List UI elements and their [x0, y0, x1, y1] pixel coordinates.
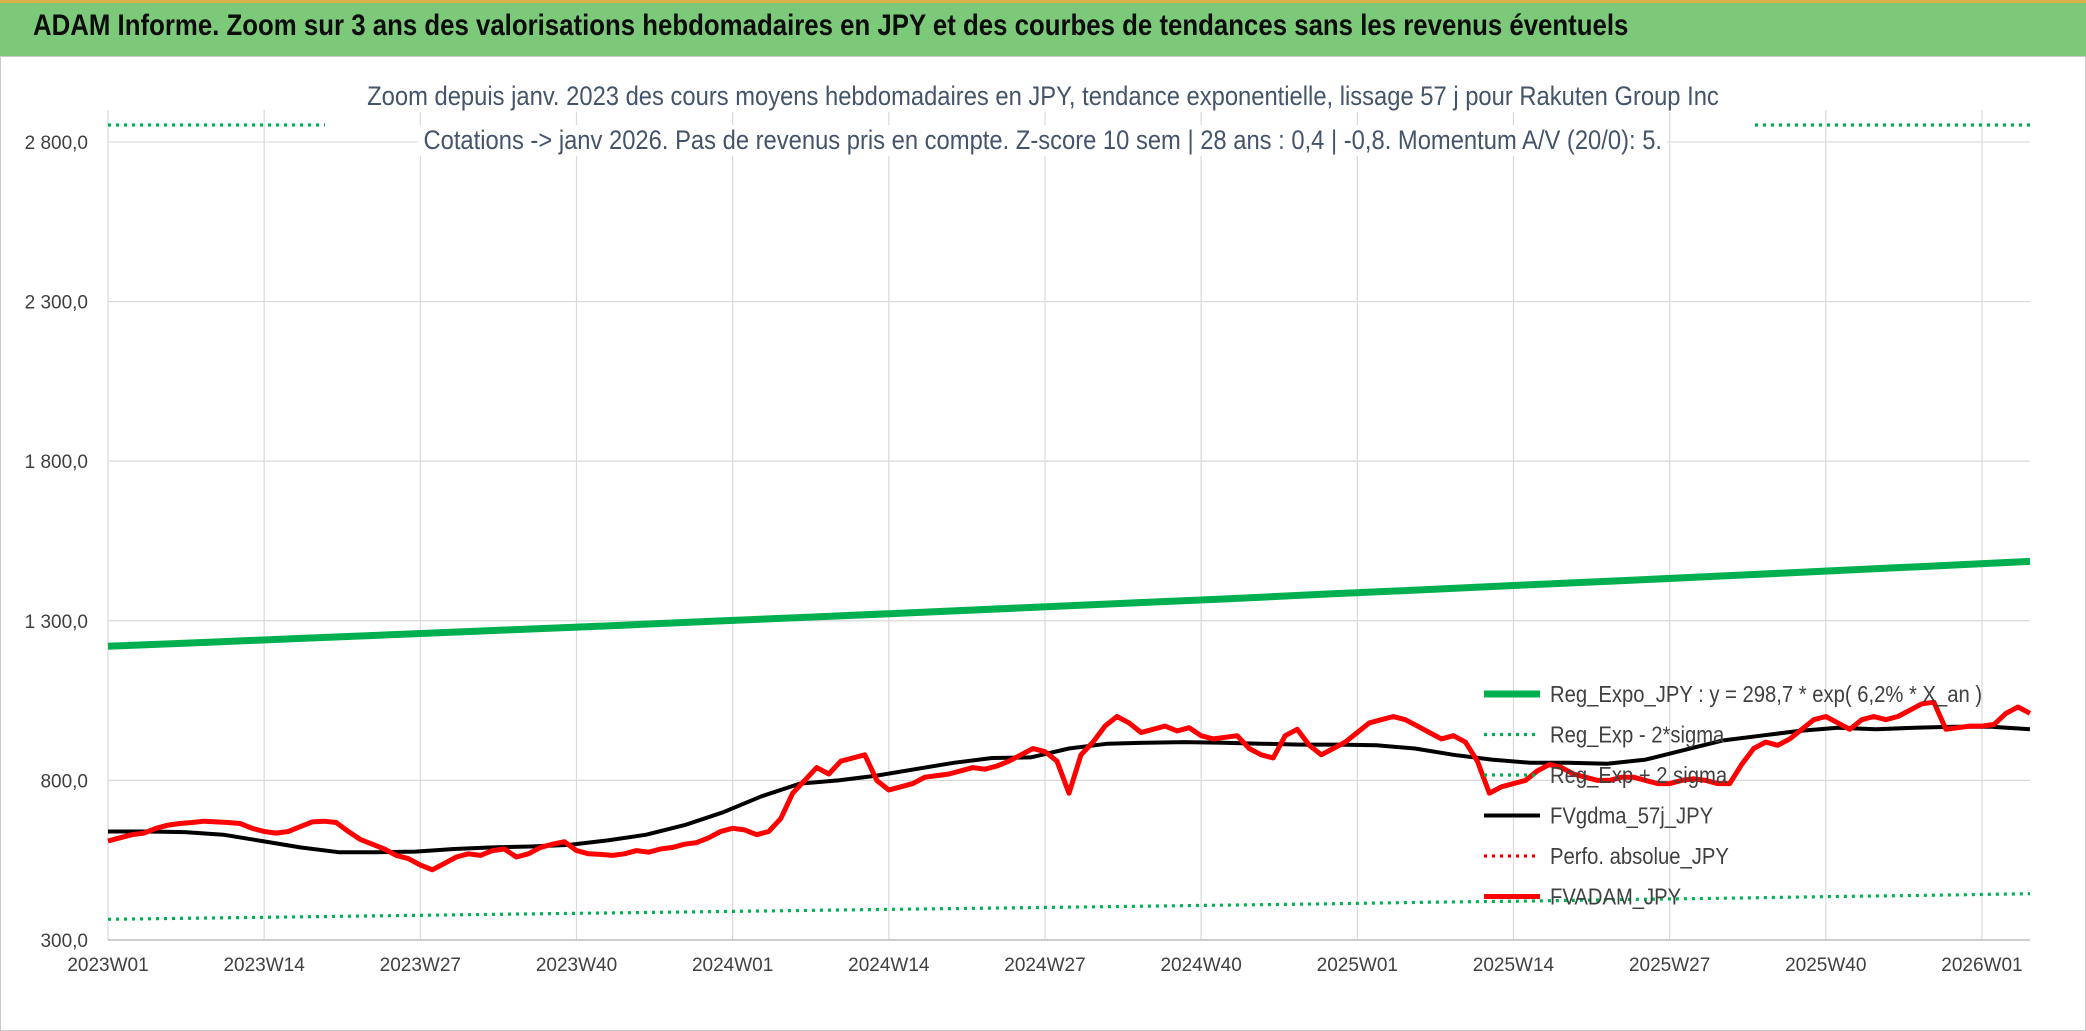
x-tick-label: 2024W27 — [1004, 955, 1085, 976]
x-tick-label: 2025W01 — [1317, 955, 1398, 976]
x-tick-label: 2024W40 — [1160, 955, 1241, 976]
series-line-1 — [107, 892, 2031, 921]
chart-title-line-2: Cotations -> janv 2026. Pas de revenus p… — [0, 125, 2086, 156]
series-layer — [107, 123, 2032, 921]
report-title: ADAM Informe. Zoom sur 3 ans des valoris… — [33, 9, 1629, 42]
chart-frame — [0, 56, 2086, 1031]
x-tick-label: 2023W01 — [67, 955, 148, 976]
x-axis: 2023W01 2023W14 2023W27 2023W40 2024W01 2024W… — [67, 955, 2022, 976]
series-line-3 — [108, 724, 2031, 855]
legend: Reg_Expo_JPY : y = 298,7 * exp( 6,2% * X… — [1484, 681, 1982, 910]
legend-label: Reg_Exp - 2*sigma — [1550, 721, 1725, 748]
report-banner: ADAM Informe. Zoom sur 3 ans des valoris… — [0, 0, 2086, 56]
x-tick-label: 2023W27 — [380, 955, 461, 976]
y-axis: 300,0 800,0 1 300,0 1 800,0 2 300,0 2 800,0 — [25, 133, 88, 952]
x-tick-label: 2025W40 — [1785, 955, 1866, 976]
y-tick-label: 1 800,0 — [25, 452, 88, 473]
x-tick-label: 2023W14 — [223, 955, 305, 976]
series-line-0 — [107, 557, 2031, 650]
y-tick-label: 2 300,0 — [25, 293, 88, 314]
x-tick-label: 2025W27 — [1629, 955, 1710, 976]
y-tick-label: 2 800,0 — [25, 133, 88, 154]
x-tick-label: 2023W40 — [536, 955, 617, 976]
y-tick-label: 300,0 — [40, 931, 88, 952]
legend-label: Reg_Expo_JPY : y = 298,7 * exp( 6,2% * X… — [1550, 681, 1982, 708]
legend-label: Perfo. absolue_JPY — [1550, 843, 1729, 870]
y-tick-label: 800,0 — [40, 771, 88, 792]
x-tick-label: 2024W01 — [692, 955, 773, 976]
legend-label: FVADAM_JPY — [1550, 883, 1681, 910]
legend-label: Reg_Exp + 2 sigma — [1550, 762, 1728, 789]
series-line-5 — [107, 699, 2032, 873]
legend-label: FVgdma_57j_JPY — [1550, 802, 1713, 829]
x-tick-label: 2026W01 — [1941, 955, 2022, 976]
gridlines — [107, 110, 2030, 941]
x-tick-label: 2025W14 — [1473, 955, 1555, 976]
x-tick-label: 2024W14 — [848, 955, 930, 976]
y-tick-label: 1 300,0 — [25, 612, 88, 633]
chart-title-line-1: Zoom depuis janv. 2023 des cours moyens … — [0, 81, 2086, 112]
